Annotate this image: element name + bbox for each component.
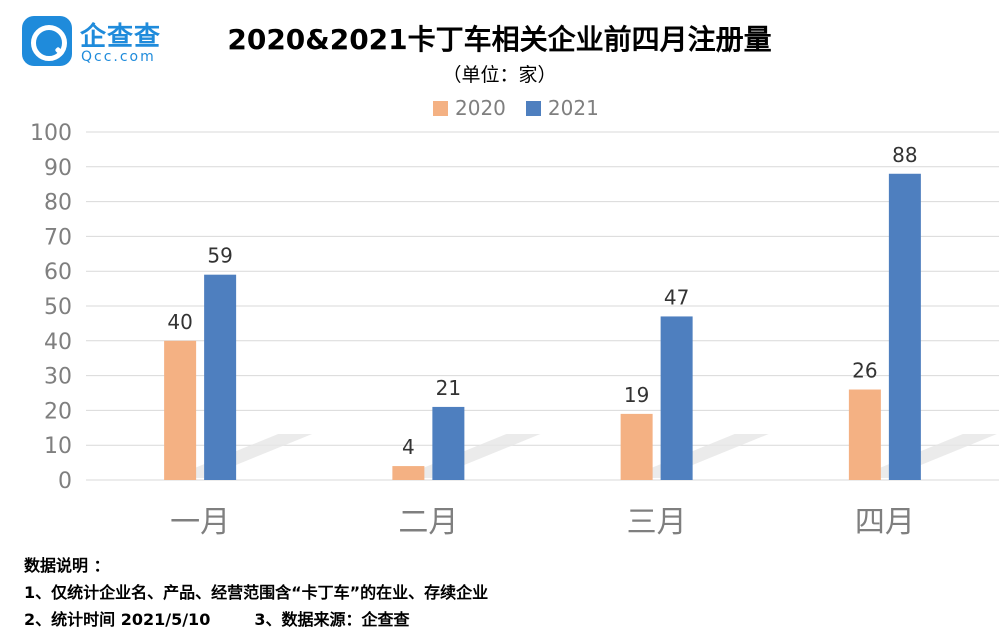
y-tick-label-20: 20: [44, 399, 72, 424]
bar-2020-2: [620, 413, 653, 480]
x-category-label-1: 二月: [398, 505, 458, 540]
data-label-2020-0: 40: [167, 310, 192, 334]
bar-2021-1: [432, 406, 465, 480]
y-tick-label-40: 40: [44, 330, 72, 355]
note-stat-time: 2、统计时间 2021/5/10: [24, 610, 211, 629]
chart-title: 2020&2021卡丁车相关企业前四月注册量: [227, 23, 772, 56]
data-label-2020-1: 4: [402, 435, 415, 459]
note-source: 3、数据来源：企查查: [254, 610, 410, 629]
magnifier-logo-icon: [22, 16, 72, 66]
bar-chart: 0 10 20 30 40 50 60 70 80 90 100 40 59 一月 4 21 二月 19 47 三月 2…: [30, 121, 999, 540]
y-tick-label-30: 30: [44, 365, 72, 390]
legend-swatch-2021: [525, 100, 541, 116]
y-tick-label-100: 100: [30, 121, 72, 146]
bar-2020-0: [164, 340, 197, 480]
y-tick-label-10: 10: [44, 434, 72, 459]
data-label-2021-3: 88: [892, 143, 917, 167]
chart-subtitle: （单位：家）: [442, 64, 557, 86]
legend-item-2020: 2020: [433, 96, 506, 120]
logo-text-en: Qcc.com: [81, 49, 156, 65]
data-label-2021-0: 59: [207, 244, 232, 268]
x-category-label-0: 一月: [170, 505, 230, 540]
bar-2021-3: [888, 173, 921, 480]
bar-2021-0: [204, 274, 237, 480]
y-tick-label-60: 60: [44, 260, 72, 285]
x-category-label-3: 四月: [855, 505, 915, 540]
data-label-2021-2: 47: [664, 285, 689, 309]
chart-legend: 2020 2021: [433, 96, 619, 120]
legend-label-2020: 2020: [455, 96, 506, 120]
legend-label-2021: 2021: [547, 96, 599, 120]
bar-2020-3: [848, 389, 881, 480]
bar-2021-2: [660, 316, 693, 480]
x-category-label-2: 三月: [627, 505, 687, 540]
y-tick-label-70: 70: [44, 225, 72, 250]
qcc-logo: 企查查 Qcc.com: [22, 14, 182, 70]
data-label-2020-2: 19: [624, 383, 649, 407]
y-tick-label-50: 50: [44, 295, 72, 320]
notes-heading: 数据说明 ：: [24, 556, 110, 575]
note-line-2: 2、统计时间 2021/5/10 3、数据来源：企查查: [24, 606, 488, 633]
data-label-2020-3: 26: [852, 359, 877, 383]
bar-2020-1: [392, 466, 425, 480]
legend-swatch-2020: [433, 100, 448, 116]
data-notes: 数据说明 ： 1、仅统计企业名、产品、经营范围含“卡丁车”的在业、存续企业 2、…: [24, 552, 488, 633]
data-label-2021-1: 21: [436, 376, 461, 400]
legend-item-2021: 2021: [525, 96, 599, 120]
y-tick-label-90: 90: [44, 156, 72, 181]
y-tick-label-0: 0: [58, 469, 72, 494]
logo-text-cn: 企查查: [80, 22, 162, 52]
y-tick-label-80: 80: [44, 191, 72, 216]
note-line-1: 1、仅统计企业名、产品、经营范围含“卡丁车”的在业、存续企业: [24, 583, 489, 602]
